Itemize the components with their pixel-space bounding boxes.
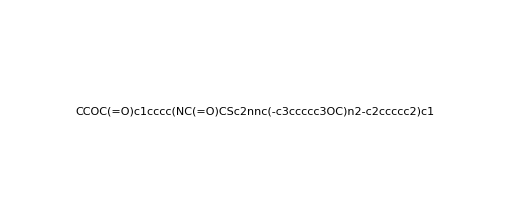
Text: CCOC(=O)c1cccc(NC(=O)CSc2nnc(-c3ccccc3OC)n2-c2ccccc2)c1: CCOC(=O)c1cccc(NC(=O)CSc2nnc(-c3ccccc3OC… (75, 107, 434, 116)
